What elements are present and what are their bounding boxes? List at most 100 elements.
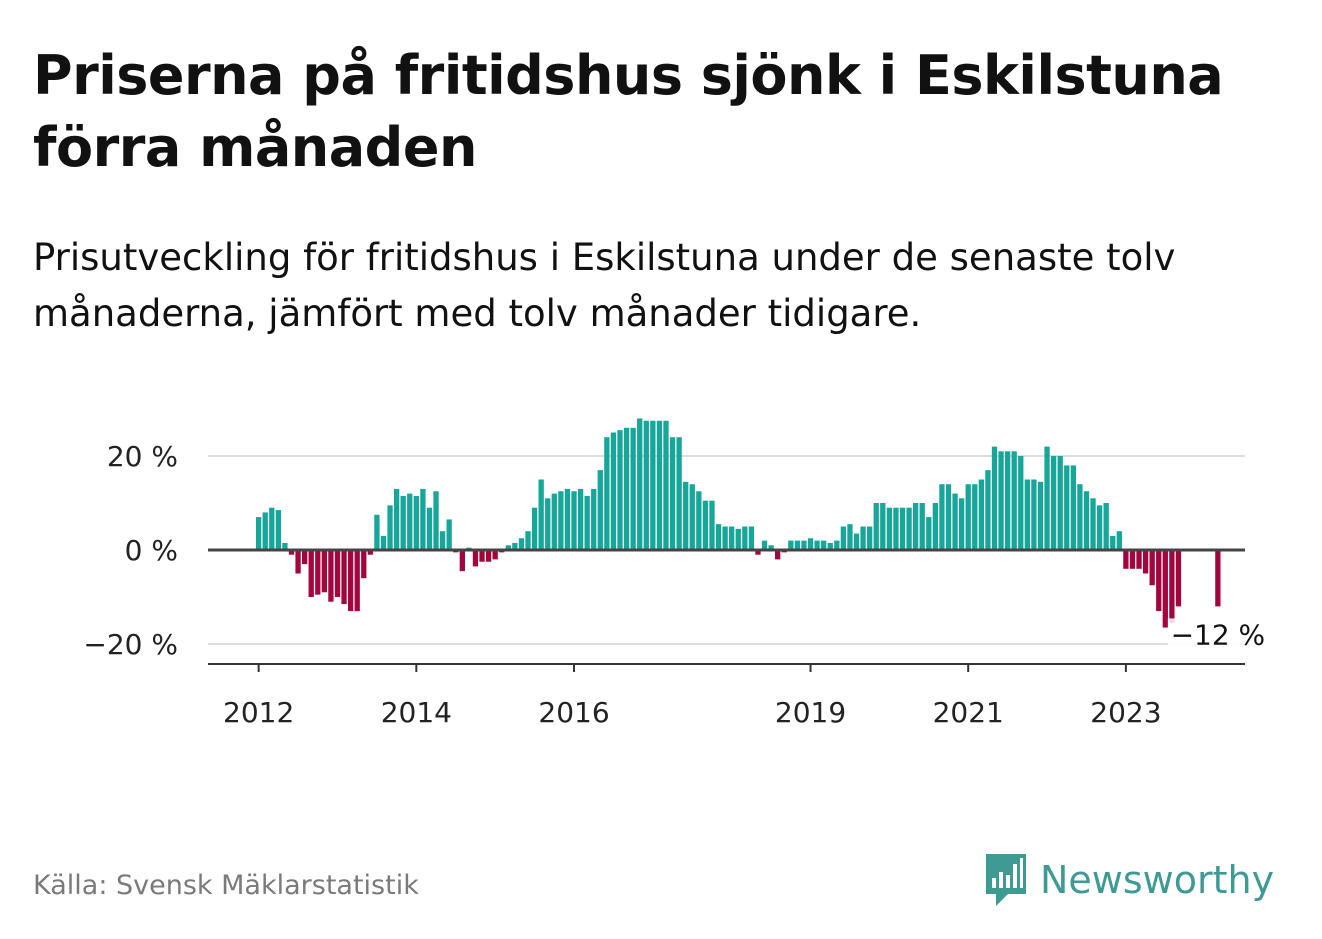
bar — [269, 507, 275, 550]
bar — [807, 538, 814, 550]
bar — [328, 550, 334, 602]
bar — [1162, 550, 1168, 628]
bar — [426, 507, 433, 550]
bar — [650, 420, 656, 550]
bar — [867, 526, 873, 550]
bar — [860, 526, 866, 550]
bar — [702, 500, 709, 550]
bar — [295, 550, 301, 574]
bar — [735, 528, 741, 550]
bar — [1044, 446, 1050, 550]
bar — [801, 540, 807, 550]
bar — [932, 503, 939, 550]
bar — [1123, 550, 1129, 569]
bar — [387, 505, 393, 550]
bar — [551, 493, 557, 550]
bar — [1018, 456, 1024, 550]
bar — [985, 470, 991, 550]
bar — [525, 531, 531, 550]
bar — [696, 491, 702, 550]
bar — [630, 427, 636, 550]
bar — [518, 538, 525, 550]
bar — [623, 427, 630, 550]
bar — [663, 420, 669, 550]
bar — [591, 488, 597, 550]
bar — [1142, 550, 1149, 574]
bar — [729, 526, 735, 550]
bar — [321, 550, 327, 593]
bar — [1149, 550, 1155, 586]
bar — [755, 550, 761, 555]
bar — [886, 507, 893, 550]
y-gridlines — [208, 455, 1245, 645]
bar — [288, 550, 295, 555]
bar — [1215, 550, 1221, 607]
bar — [1070, 465, 1076, 550]
bar — [393, 488, 400, 550]
price-change-chart: 20 % 0 % −20 % 2012 2014 2016 2019 2021 2023 −12 … — [83, 418, 1268, 729]
bar — [1011, 451, 1017, 550]
bar — [354, 550, 360, 612]
bar — [604, 437, 610, 550]
bar — [715, 524, 722, 550]
bar — [610, 432, 617, 550]
bar — [1136, 550, 1142, 569]
bar — [275, 510, 282, 550]
y-tick-label: −20 % — [83, 628, 178, 661]
bar — [347, 550, 354, 612]
bar — [531, 507, 538, 550]
bar — [788, 540, 794, 550]
chart-subtitle: Prisutveckling för fritidshus i Eskilstu… — [33, 236, 1176, 335]
bar — [709, 500, 715, 550]
bar — [400, 495, 406, 550]
bar — [794, 540, 801, 550]
x-tick-label: 2023 — [1090, 696, 1161, 729]
bar — [446, 519, 452, 550]
bar — [407, 493, 413, 550]
newsworthy-logo-icon — [986, 854, 1026, 906]
bar — [564, 488, 571, 550]
x-tick-label: 2019 — [775, 696, 846, 729]
bar — [1116, 531, 1122, 550]
bar — [991, 446, 998, 550]
bar — [1057, 456, 1063, 550]
bar — [380, 535, 387, 550]
bar — [893, 507, 899, 550]
bar — [256, 517, 262, 550]
x-tick-label: 2014 — [381, 696, 452, 729]
bar — [341, 550, 347, 605]
annotation-background — [1167, 618, 1268, 653]
bar — [1110, 535, 1116, 550]
bar — [952, 493, 958, 550]
bar — [1004, 451, 1011, 550]
bar — [761, 540, 768, 550]
bar — [722, 526, 728, 550]
y-tick-label: 0 % — [125, 534, 178, 567]
x-tick-label: 2016 — [538, 696, 609, 729]
bar — [505, 545, 511, 550]
chart-title: Priserna på fritidshus sjönk i Eskilstun… — [33, 44, 1224, 179]
bar — [1129, 550, 1136, 569]
bar — [1083, 491, 1090, 550]
bar — [459, 550, 465, 572]
bar — [1090, 498, 1096, 550]
bar — [998, 451, 1004, 550]
bar — [972, 484, 978, 550]
bar — [361, 550, 367, 579]
bar — [617, 430, 623, 550]
bar — [571, 491, 577, 550]
bar — [1031, 479, 1037, 550]
bar — [367, 550, 373, 555]
bar — [597, 470, 603, 550]
bar — [939, 484, 945, 550]
bar — [577, 488, 584, 550]
bar — [880, 503, 886, 550]
bar — [512, 542, 518, 550]
bar — [308, 550, 314, 597]
bar — [919, 503, 925, 550]
bar — [978, 479, 984, 550]
x-tick-label: 2012 — [223, 696, 294, 729]
latest-value-annotation: −12 % — [1171, 618, 1266, 651]
bar — [945, 484, 952, 550]
bar — [262, 512, 268, 550]
